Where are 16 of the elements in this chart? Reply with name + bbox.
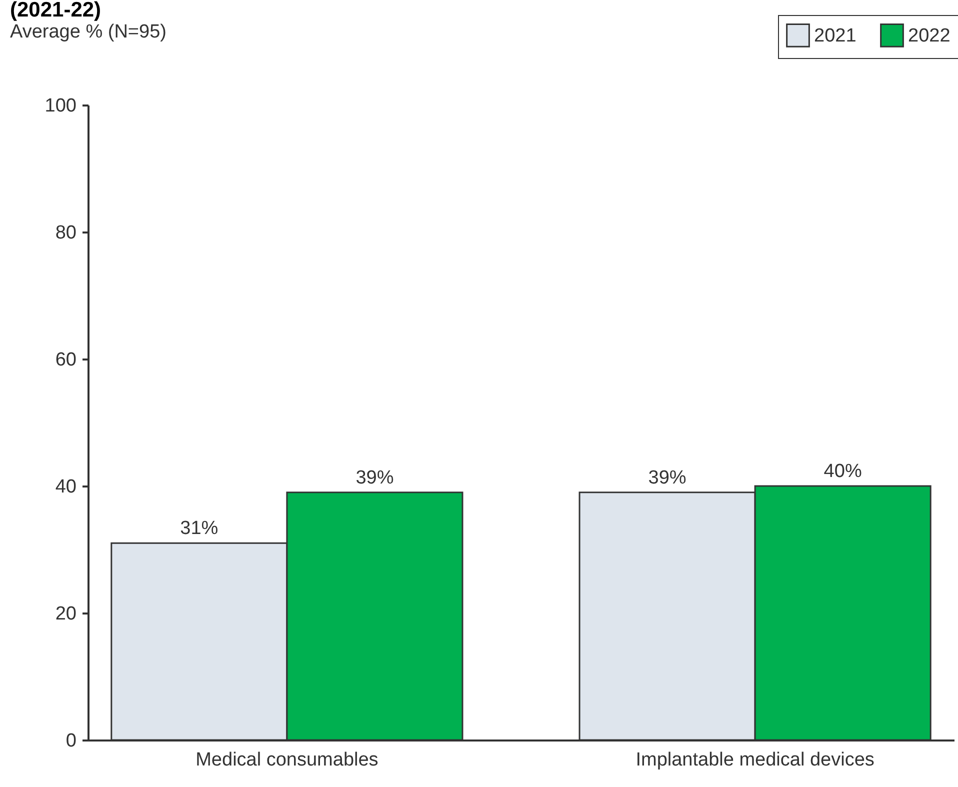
x-tick-label: Medical consumables xyxy=(196,750,378,770)
chart-subtitle: Average % (N=95) xyxy=(10,22,166,42)
chart-title: (2021-22) xyxy=(10,0,102,22)
y-tick-label: 60 xyxy=(55,350,76,370)
y-tick-label: 80 xyxy=(55,222,76,244)
y-tick-label: 40 xyxy=(55,476,76,498)
y-tick-label: 100 xyxy=(44,96,76,116)
x-tick-label: Implantable medical devices xyxy=(636,750,874,770)
data-label: 39% xyxy=(648,467,686,488)
data-label: 39% xyxy=(356,467,394,488)
legend-label: 2021 xyxy=(814,25,856,46)
y-tick-label: 20 xyxy=(55,604,76,624)
y-tick-label: 0 xyxy=(66,730,76,752)
data-label: 31% xyxy=(180,518,218,540)
data-label: 40% xyxy=(824,461,862,482)
legend-label: 2022 xyxy=(908,25,950,46)
